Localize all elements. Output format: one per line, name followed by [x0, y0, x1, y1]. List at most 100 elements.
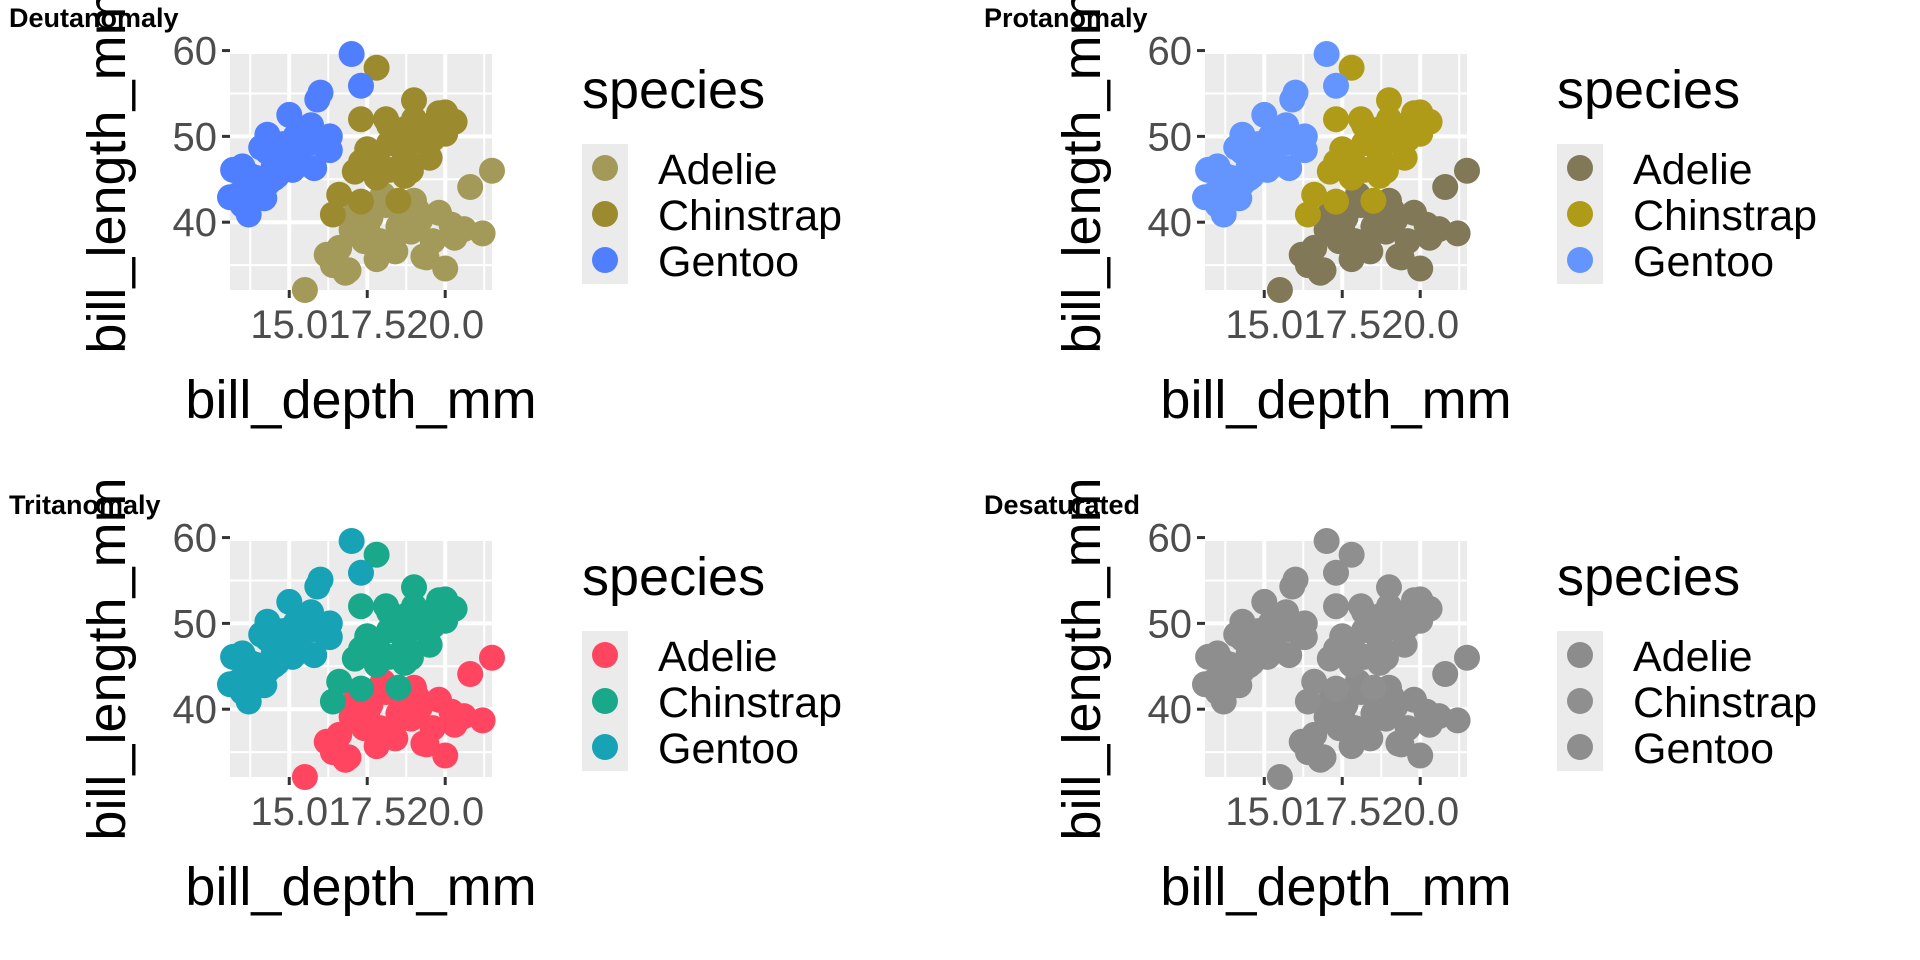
point-gentoo	[316, 137, 343, 164]
point-chinstrap	[1407, 99, 1434, 126]
point-chinstrap	[1376, 87, 1402, 114]
point-chinstrap	[432, 586, 459, 613]
point-chinstrap	[416, 631, 443, 658]
x-tick-label: 20.0	[406, 303, 484, 347]
point-chinstrap	[1369, 114, 1396, 141]
point-chinstrap	[319, 201, 346, 228]
point-chinstrap	[326, 181, 353, 208]
point-gentoo	[260, 652, 287, 679]
point-adelie	[1454, 157, 1480, 184]
legend-title: species	[1557, 547, 1740, 607]
point-gentoo	[242, 651, 268, 678]
point-gentoo	[1245, 618, 1271, 645]
point-chinstrap	[341, 158, 368, 185]
point-chinstrap	[391, 631, 418, 657]
point-adelie	[1354, 233, 1381, 260]
legend-key-gentoo	[1567, 247, 1593, 273]
legend-key-chinstrap	[592, 688, 618, 714]
point-adelie	[1407, 742, 1434, 769]
y-axis-title: bill_length_mm	[77, 477, 137, 840]
y-tick-label: 50	[1148, 602, 1193, 646]
point-gentoo	[1210, 681, 1237, 708]
point-gentoo	[235, 194, 262, 221]
point-chinstrap	[1360, 187, 1387, 214]
point-adelie	[1354, 720, 1381, 747]
point-chinstrap	[363, 154, 390, 181]
point-adelie	[1413, 698, 1440, 725]
point-adelie	[1266, 764, 1293, 790]
point-adelie	[326, 234, 353, 261]
point-chinstrap	[348, 593, 374, 620]
legend-key-adelie	[592, 642, 618, 668]
legend-label: Adelie	[658, 146, 778, 194]
y-axis-title: bill_length_mm	[1052, 477, 1112, 840]
legend-key-chinstrap	[1567, 688, 1593, 714]
point-gentoo	[270, 131, 296, 158]
point-chinstrap	[1323, 106, 1349, 133]
point-adelie	[1266, 277, 1293, 303]
point-chinstrap	[1391, 144, 1418, 171]
point-chinstrap	[432, 99, 459, 126]
point-adelie	[1432, 174, 1459, 200]
point-chinstrap	[1301, 668, 1328, 695]
x-tick-label: 17.5	[1303, 790, 1381, 834]
legend-key-adelie	[1567, 642, 1593, 668]
legend-label: Chinstrap	[1633, 192, 1817, 240]
point-chinstrap	[1301, 181, 1328, 208]
y-tick-label: 40	[1148, 201, 1193, 245]
y-tick-label: 60	[173, 30, 218, 74]
y-tick-label: 40	[173, 688, 218, 732]
point-chinstrap	[1338, 154, 1365, 181]
point-gentoo	[1279, 86, 1306, 113]
point-gentoo	[298, 599, 325, 626]
point-adelie	[432, 742, 459, 769]
point-gentoo	[242, 164, 268, 191]
point-chinstrap	[363, 641, 390, 668]
point-adelie	[326, 721, 353, 748]
point-gentoo	[1313, 528, 1340, 554]
point-chinstrap	[1338, 641, 1365, 668]
point-chinstrap	[1376, 574, 1402, 601]
legend-title: species	[582, 547, 765, 607]
x-tick-label: 15.0	[250, 303, 328, 347]
point-chinstrap	[385, 187, 412, 214]
point-gentoo	[316, 624, 343, 651]
point-adelie	[1444, 707, 1471, 734]
point-chinstrap	[348, 106, 374, 133]
point-gentoo	[338, 528, 365, 554]
point-adelie	[457, 174, 484, 200]
x-axis-title: bill_depth_mm	[1160, 857, 1511, 917]
point-chinstrap	[326, 668, 353, 695]
point-chinstrap	[1323, 188, 1349, 215]
point-adelie	[1385, 730, 1412, 757]
legend-label: Chinstrap	[1633, 679, 1817, 727]
point-gentoo	[1245, 131, 1271, 158]
point-adelie	[1385, 243, 1412, 270]
point-gentoo	[1217, 651, 1243, 678]
x-tick-label: 17.5	[1303, 303, 1381, 347]
legend-key-adelie	[1567, 155, 1593, 181]
x-tick-label: 15.0	[1225, 303, 1303, 347]
point-gentoo	[235, 681, 262, 708]
point-gentoo	[298, 112, 325, 139]
panel-title: Protanomaly	[984, 3, 1148, 33]
point-adelie	[1454, 644, 1480, 671]
point-gentoo	[260, 165, 287, 192]
point-gentoo	[1217, 164, 1243, 191]
point-gentoo	[1235, 165, 1262, 192]
point-chinstrap	[363, 541, 390, 568]
point-chinstrap	[401, 574, 427, 601]
point-gentoo	[270, 618, 296, 645]
point-chinstrap	[1323, 593, 1349, 620]
point-chinstrap	[394, 114, 421, 141]
point-gentoo	[1323, 72, 1349, 99]
point-chinstrap	[385, 674, 412, 701]
point-chinstrap	[1294, 201, 1321, 228]
point-chinstrap	[1366, 144, 1393, 170]
point-adelie	[291, 277, 318, 303]
legend-label: Adelie	[1633, 146, 1753, 194]
point-chinstrap	[1338, 54, 1365, 81]
point-chinstrap	[363, 54, 390, 81]
point-gentoo	[1323, 559, 1349, 586]
